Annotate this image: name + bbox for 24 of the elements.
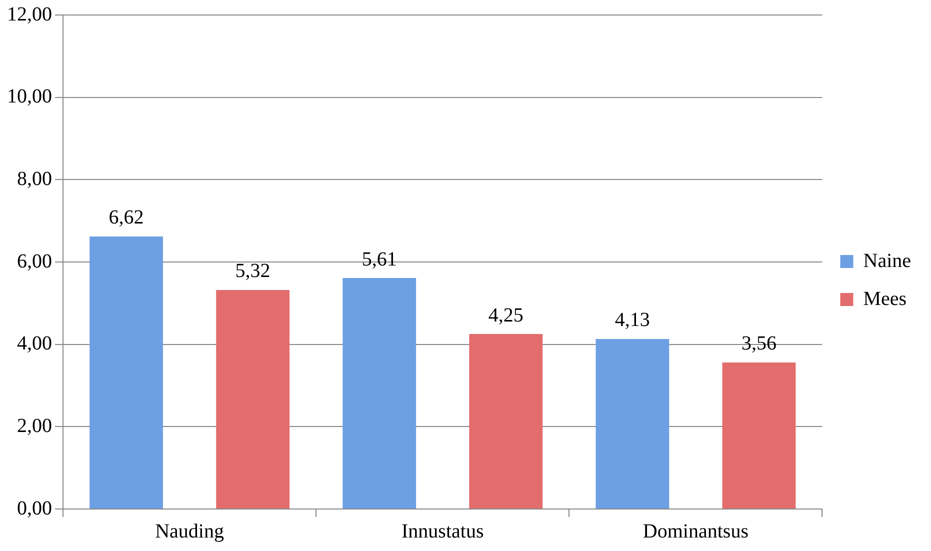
y-tick-label: 10,00 [7, 86, 52, 108]
y-tick-label: 2,00 [17, 414, 52, 437]
legend-label: Mees [863, 288, 907, 310]
x-tick-label: Nauding [155, 520, 224, 542]
data-label: 5,32 [235, 260, 270, 282]
data-label: 5,61 [362, 248, 397, 270]
x-tick-label: Dominantsus [642, 520, 749, 542]
x-tick-label: Innustatus [402, 520, 484, 542]
bar [469, 334, 543, 508]
y-tick-label: 0,00 [17, 497, 52, 520]
bar [342, 278, 416, 508]
bar [216, 290, 290, 508]
bar [596, 338, 670, 508]
data-label: 6,62 [108, 206, 144, 229]
y-tick-label: 4,00 [17, 332, 52, 355]
y-tick-label: 12,00 [7, 3, 52, 26]
data-label: 4,13 [614, 309, 650, 332]
legend-label: Naine [863, 250, 912, 272]
y-tick-label: 6,00 [17, 250, 52, 272]
y-tick-label: 8,00 [17, 168, 52, 190]
data-label: 4,25 [488, 304, 524, 326]
data-label: 3,56 [741, 332, 776, 355]
bar [90, 236, 163, 508]
bar [722, 362, 796, 508]
